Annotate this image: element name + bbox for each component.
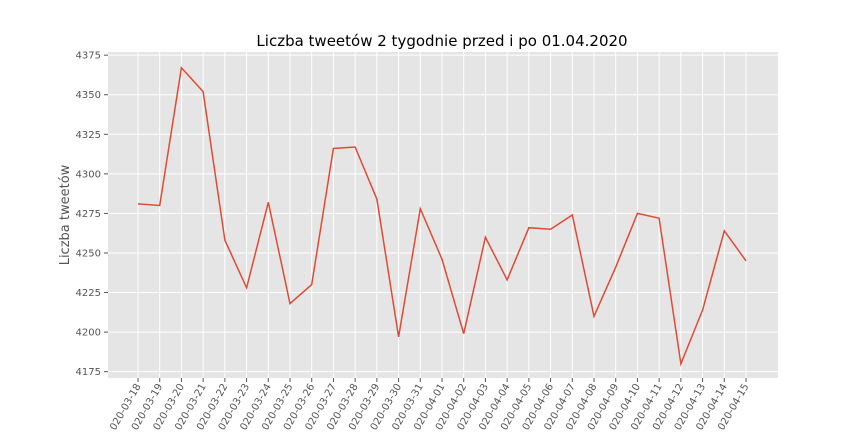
y-tick-label: 4175: [76, 367, 101, 378]
y-tick-label: 4250: [76, 248, 101, 259]
y-tick-label: 4200: [76, 328, 101, 339]
y-tick-label: 4300: [76, 169, 101, 180]
y-tick-label: 4225: [76, 288, 101, 299]
y-tick-label: 4375: [76, 51, 101, 62]
y-axis-ticks: 4175 4200 4225 4250 4275 4300 4325 4350 4375: [76, 51, 108, 379]
y-axis-label: Liczba tweetów: [58, 164, 73, 265]
chart-title: Liczba tweetów 2 tygodnie przed i po 01.…: [256, 32, 627, 50]
y-tick-label: 4325: [76, 130, 101, 141]
plot-area: [108, 52, 778, 378]
x-axis-ticks: 020-03-18020-03-19020-03-20020-03-21020-…: [108, 378, 751, 432]
y-tick-label: 4350: [76, 90, 101, 101]
y-tick-label: 4275: [76, 209, 101, 220]
